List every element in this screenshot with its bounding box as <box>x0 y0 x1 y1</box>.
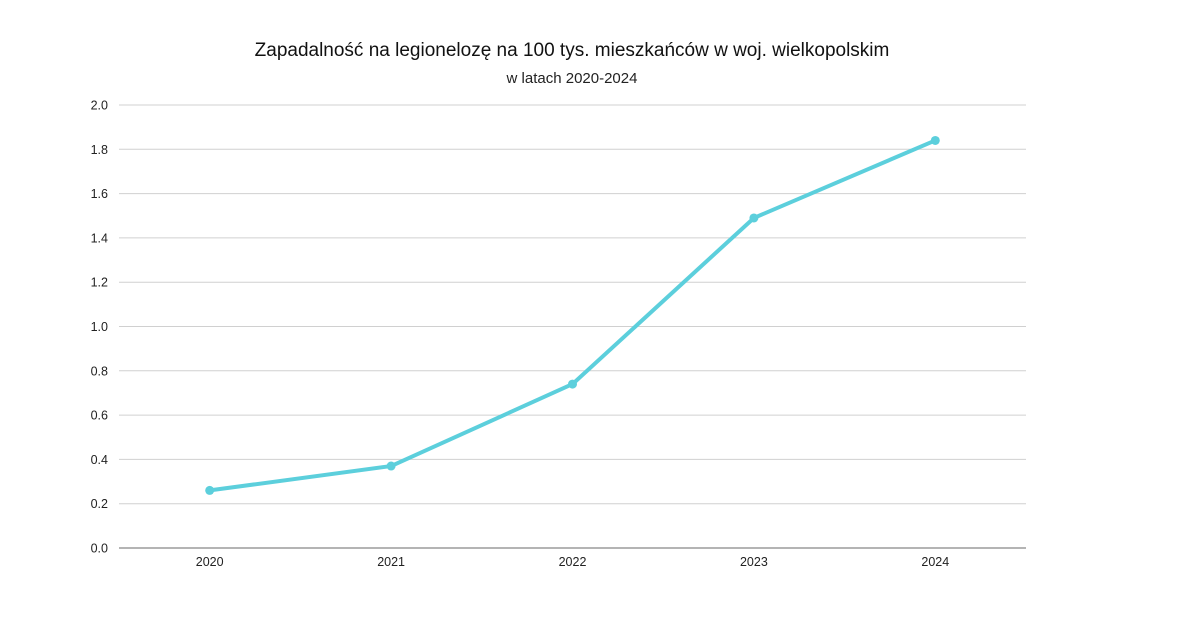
data-point <box>749 213 759 223</box>
y-tick-label: 0.8 <box>91 364 108 378</box>
y-tick-label: 0.2 <box>91 497 108 511</box>
x-tick-label: 2022 <box>559 555 587 569</box>
chart-title: Zapadalność na legionelozę na 100 tys. m… <box>254 40 890 61</box>
y-tick-label: 1.8 <box>91 143 108 157</box>
x-tick-label: 2021 <box>377 555 405 569</box>
x-tick-label: 2024 <box>921 555 949 569</box>
y-tick-label: 2.0 <box>91 99 108 113</box>
data-point <box>386 461 396 471</box>
data-points <box>205 135 940 495</box>
y-tick-label: 1.0 <box>91 320 108 334</box>
series-lines <box>207 138 938 493</box>
y-tick-label: 1.2 <box>91 276 108 290</box>
y-tick-label: 0.6 <box>91 409 108 423</box>
x-tick-label: 2020 <box>196 555 224 569</box>
y-tick-label: 0.4 <box>91 453 108 467</box>
y-tick-label: 1.4 <box>91 231 108 245</box>
x-axis-labels: 2020 2021 2022 2023 2024 <box>196 555 949 569</box>
y-tick-label: 0.0 <box>91 542 108 556</box>
x-tick-label: 2023 <box>740 555 768 569</box>
data-point <box>205 485 215 495</box>
series-line <box>207 138 938 493</box>
y-axis-labels: 0.0 0.2 0.4 0.6 0.8 1.0 1.2 1.4 1.6 1.8 2.0 <box>91 99 108 556</box>
gridlines <box>119 104 1026 505</box>
chart-subtitle: w latach 2020-2024 <box>506 70 638 87</box>
data-point <box>568 379 577 389</box>
data-point <box>930 135 940 145</box>
y-tick-label: 1.6 <box>91 187 108 201</box>
